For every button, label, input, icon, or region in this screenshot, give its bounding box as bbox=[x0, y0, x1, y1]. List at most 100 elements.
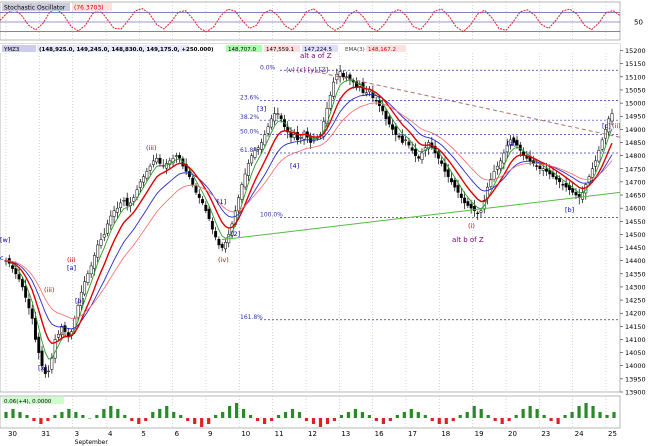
last-value-box bbox=[366, 45, 406, 52]
wave-label: (i) bbox=[468, 222, 475, 230]
histogram-bar bbox=[95, 415, 99, 418]
histogram-bar bbox=[25, 415, 29, 418]
histogram-bar bbox=[67, 409, 71, 418]
oscillator-value: (76.3703) bbox=[74, 5, 104, 12]
candle-body bbox=[541, 168, 545, 171]
candle-body bbox=[24, 286, 28, 298]
candle-body bbox=[505, 144, 509, 153]
candle-body bbox=[469, 203, 473, 209]
x-axis-label: 4 bbox=[108, 430, 113, 438]
candle-body bbox=[594, 160, 598, 167]
candle-body bbox=[165, 163, 168, 169]
histogram-bar bbox=[214, 415, 218, 418]
x-axis-label: 9 bbox=[208, 430, 212, 438]
candle-body bbox=[561, 184, 565, 186]
histogram-bar bbox=[465, 412, 469, 418]
candle-body bbox=[332, 81, 336, 97]
histogram-bar bbox=[542, 415, 546, 418]
price-axis-label: 15050 bbox=[625, 86, 646, 94]
price-axis-label: 15100 bbox=[625, 73, 646, 81]
oscillator-title: Stochastic Oscillator bbox=[4, 5, 66, 12]
candle-body bbox=[502, 152, 506, 164]
candle-body bbox=[499, 160, 503, 169]
x-axis-label: 10 bbox=[241, 430, 250, 438]
candle-body bbox=[440, 160, 444, 164]
wave-labels: [w]c(iii)(ii)[a][b](iv)[x](iii)[1][2](iv… bbox=[0, 52, 621, 372]
price-axis-label: 14950 bbox=[625, 113, 646, 121]
histogram-bar bbox=[297, 412, 302, 418]
x-axis-label: 31 bbox=[41, 430, 50, 438]
candle-body bbox=[102, 234, 106, 238]
candle-body bbox=[489, 179, 493, 187]
histogram-bar bbox=[248, 415, 253, 418]
histogram-bar bbox=[11, 409, 15, 418]
wave-label: [w] bbox=[0, 236, 10, 244]
wave-label: (iii) bbox=[44, 286, 55, 294]
price-ohlc-value: (148,925.0, 149,245.0, 148,830.0, 149,17… bbox=[39, 47, 214, 53]
candle-body bbox=[34, 318, 37, 340]
histogram-bar bbox=[388, 418, 392, 421]
price-axis-label: 14200 bbox=[625, 310, 646, 318]
candle-body bbox=[220, 244, 224, 248]
candle-body bbox=[20, 279, 24, 288]
candle-body bbox=[145, 171, 149, 179]
histogram-bar bbox=[109, 406, 113, 418]
histogram-bar bbox=[514, 415, 518, 418]
candle-body bbox=[554, 176, 558, 180]
histogram-bar bbox=[451, 418, 455, 421]
candle-body bbox=[384, 110, 388, 120]
x-axis-label: 20 bbox=[508, 430, 517, 438]
candle-body bbox=[417, 156, 421, 159]
histogram-bar bbox=[416, 412, 420, 418]
candle-body bbox=[338, 71, 342, 77]
histogram-bar bbox=[276, 415, 281, 418]
candle-body bbox=[590, 168, 594, 178]
oscillator-tick-label: 50 bbox=[634, 19, 643, 27]
candle-body bbox=[299, 136, 303, 139]
candle-body bbox=[99, 239, 103, 246]
candle-body bbox=[109, 215, 113, 226]
wave-label: (iv) bbox=[218, 256, 229, 264]
fib-level-label: 100.0% bbox=[260, 211, 283, 218]
histogram-bar bbox=[395, 415, 399, 418]
x-axis: 30 31 3 4 5 6 9 10 11 12 13 16 17 18 19 20 23 24 25 Septemb… bbox=[8, 430, 617, 446]
candle-body bbox=[89, 265, 93, 275]
candle-body bbox=[256, 147, 260, 150]
candle-body bbox=[345, 76, 349, 78]
ma-value-box bbox=[226, 45, 262, 52]
histogram-bar bbox=[528, 406, 532, 418]
candle-body bbox=[214, 231, 218, 238]
histogram-bar bbox=[507, 418, 511, 421]
histogram-bar bbox=[437, 418, 441, 424]
x-axis-label: 23 bbox=[541, 430, 550, 438]
histogram-bar bbox=[102, 409, 106, 418]
histogram-bar bbox=[472, 406, 476, 418]
fib-level-label: 0.0% bbox=[260, 64, 276, 71]
histogram-bar bbox=[262, 418, 267, 424]
histogram-bar bbox=[353, 409, 358, 418]
histogram-bar bbox=[402, 412, 406, 418]
price-axis-label: 14350 bbox=[625, 270, 646, 278]
histogram-bar bbox=[151, 412, 155, 418]
histogram-bar bbox=[53, 415, 57, 418]
histogram-bar bbox=[423, 415, 427, 418]
price-axis-label: 14850 bbox=[625, 139, 646, 147]
ma-value: 147,559.1 bbox=[266, 47, 294, 53]
candle-body bbox=[37, 336, 41, 353]
candle-body bbox=[240, 184, 244, 200]
candle-body bbox=[148, 165, 152, 171]
candle-body bbox=[574, 192, 578, 196]
candle-body bbox=[50, 357, 54, 370]
candle-body bbox=[607, 118, 611, 133]
histogram-bar bbox=[186, 418, 190, 421]
candle-body bbox=[79, 291, 83, 307]
histogram-bar bbox=[228, 406, 232, 418]
histogram-bar bbox=[255, 418, 260, 421]
candle-body bbox=[296, 132, 299, 141]
wave-label: (v) [c] [y] [Z] bbox=[286, 66, 328, 74]
candle-body bbox=[335, 73, 339, 81]
candle-body bbox=[410, 147, 414, 151]
price-symbol-tag bbox=[2, 45, 36, 52]
candle-body bbox=[243, 173, 247, 188]
